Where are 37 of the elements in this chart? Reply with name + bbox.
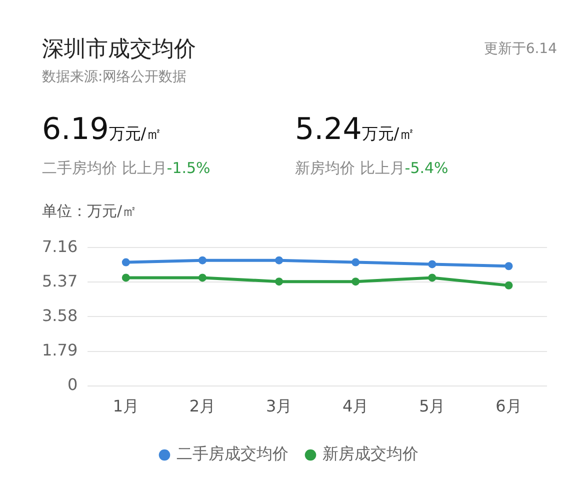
legend-label: 二手房成交均价: [176, 444, 288, 464]
point: [198, 256, 206, 264]
text: 万元/㎡: [108, 124, 162, 143]
x-tick-label: 6月: [496, 396, 522, 416]
text: 新房均价 比上月: [295, 159, 405, 177]
chart-subtitle: 数据来源:网络公开数据: [42, 68, 187, 86]
text: 6.19: [42, 112, 109, 147]
x-tick-label: 5月: [419, 396, 446, 416]
text: 更新于6.14: [484, 40, 557, 58]
y-tick-label: 0: [67, 374, 78, 394]
y-tick-label: 3.58: [42, 306, 78, 325]
y-tick-label: 1.79: [42, 340, 78, 360]
x-tick-label: 4月: [342, 396, 369, 416]
point: [428, 260, 436, 268]
point: [122, 258, 130, 266]
point: [275, 278, 284, 286]
point: [504, 262, 513, 270]
text: 5.24: [295, 112, 362, 147]
x-tick-label: 1月: [112, 396, 139, 416]
x-tick-label: 3月: [266, 396, 292, 416]
text: -1.5%: [166, 159, 210, 177]
y-tick-label: 5.37: [42, 271, 78, 290]
point: [198, 274, 206, 282]
y-tick-label: 7.16: [42, 236, 78, 256]
text: 二手房均价 比上月: [42, 159, 167, 177]
point: [122, 274, 130, 282]
x-tick-label: 2月: [189, 396, 216, 416]
point: [352, 258, 360, 266]
legend-label: 新房成交均价: [322, 444, 418, 464]
y-axis-title: 单位：万元/㎡: [42, 202, 138, 221]
point: [504, 281, 513, 290]
text: 万元/㎡: [362, 124, 416, 143]
chart-title: 深圳市成交均价: [42, 36, 196, 64]
point: [352, 278, 360, 286]
point: [275, 256, 284, 264]
point: [428, 274, 436, 282]
text: -5.4%: [404, 159, 448, 177]
